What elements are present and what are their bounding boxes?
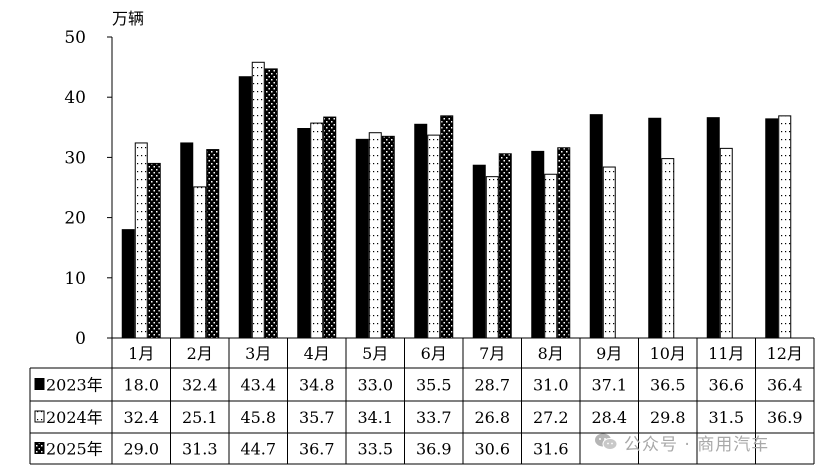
bar-2025年 [206,149,220,339]
x-tick-label: 5月 [362,344,388,363]
data-label: 31.5 [708,408,744,427]
bar-2023年 [414,123,428,339]
data-label: 29.0 [123,440,159,459]
x-tick-label: 8月 [538,344,564,363]
bar-2024年 [368,132,382,339]
data-label: 28.4 [591,408,627,427]
bar-2024年 [310,122,324,339]
data-label: 27.2 [533,408,569,427]
bar-2023年 [297,128,311,339]
wechat-icon [595,433,618,450]
x-tick-label: 1月 [128,344,154,363]
bar-2024年 [661,158,675,339]
y-tick-label: 0 [75,329,86,349]
legend-label: 2025年 [46,440,103,459]
legend-swatch [34,410,45,423]
bar-2025年 [498,153,512,339]
x-tick-label: 7月 [479,344,505,363]
bar-2023年 [589,114,603,339]
legend-swatch [34,442,45,454]
data-label: 36.7 [299,440,335,459]
bar-2023年 [472,164,486,339]
bar-2025年 [440,115,454,339]
bar-2025年 [557,147,571,339]
data-label: 26.8 [474,408,510,427]
data-label: 28.7 [474,376,510,395]
y-axis: 0 10 20 30 40 50 [64,28,113,349]
x-tick-label: 3月 [245,344,271,363]
legend-label: 2024年 [46,408,103,427]
data-label: 36.4 [767,376,803,395]
data-label: 36.5 [650,376,686,395]
bar-2024年 [134,142,148,339]
bar-2023年 [121,229,135,339]
data-label: 33.7 [416,408,452,427]
x-tick-label: 6月 [421,344,447,363]
data-label: 35.7 [299,408,335,427]
x-tick-label: 11月 [708,344,744,363]
data-label: 31.3 [182,440,218,459]
bar-2023年 [180,142,194,339]
data-label: 43.4 [240,376,276,395]
bar-2024年 [193,186,207,339]
data-label: 25.1 [182,408,218,427]
data-label: 18.0 [123,376,159,395]
data-label: 33.0 [357,376,393,395]
bar-2025年 [264,68,278,339]
legend-label: 2023年 [46,376,103,395]
bar-2023年 [706,117,720,339]
bar-2024年 [719,147,733,339]
bar-2024年 [251,61,265,339]
bar-2025年 [323,116,337,339]
data-label: 32.4 [123,408,159,427]
bar-2024年 [485,176,499,339]
bar-2024年 [778,115,792,339]
x-tick-label: 4月 [304,344,330,363]
y-tick-label: 40 [64,88,86,108]
watermark-text: 公众号 · 商用汽车 [624,434,770,455]
data-label: 37.1 [591,376,627,395]
bar-2023年 [765,118,779,339]
data-label: 33.5 [357,440,393,459]
bar-2023年 [355,138,369,339]
x-tick-label: 2月 [187,344,213,363]
x-tick-label: 12月 [767,344,803,363]
bar-2024年 [427,134,441,339]
y-tick-label: 30 [64,148,86,168]
bar-2025年 [147,162,161,339]
bar-2025年 [381,135,395,339]
bar-2023年 [531,150,545,339]
x-tick-label: 10月 [650,344,686,363]
bar-2024年 [544,173,558,339]
x-tick-label: 9月 [596,344,622,363]
data-table: 1月 2月 3月 4月 5月 6月 7月 8月 9月 10月 11月 12月 2023年 18.0 32.4… [29,337,815,465]
y-tick-label: 10 [64,269,86,289]
data-label: 31.0 [533,376,569,395]
data-label: 31.6 [533,440,569,459]
data-label: 29.8 [650,408,686,427]
data-label: 44.7 [240,440,276,459]
data-label: 36.9 [416,440,452,459]
data-label: 36.9 [767,408,803,427]
y-axis-unit-label: 万辆 [112,9,144,28]
data-label: 36.6 [708,376,744,395]
y-tick-label: 50 [64,28,86,48]
data-label: 34.1 [357,408,393,427]
y-tick-label: 20 [64,209,86,229]
data-label: 30.6 [474,440,510,459]
bar-2023年 [238,76,252,339]
data-label: 32.4 [182,376,218,395]
data-label: 34.8 [299,376,335,395]
bar-2023年 [648,117,662,339]
data-label: 35.5 [416,376,452,395]
bar-series [121,61,792,339]
watermark: 公众号 · 商用汽车 [594,428,769,456]
bar-2024年 [602,166,616,339]
data-label: 45.8 [240,408,276,427]
legend-swatch [34,378,45,390]
